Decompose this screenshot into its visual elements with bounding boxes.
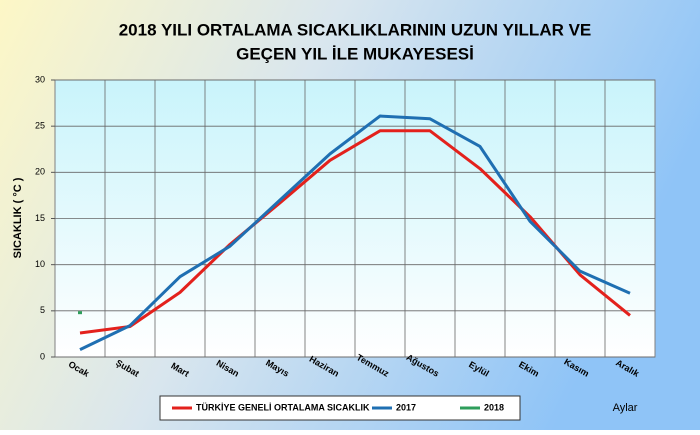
y-tick-label: 15 (35, 213, 45, 223)
series-line (79, 129, 631, 335)
legend-label: 2017 (396, 402, 416, 412)
y-tick-label: 30 (35, 74, 45, 84)
legend-label: 2018 (484, 402, 504, 412)
y-tick-label: 5 (40, 305, 45, 315)
legend-label: TÜRKİYE GENELİ ORTALAMA SICAKLIK (196, 402, 370, 412)
y-tick-label: 25 (35, 121, 45, 131)
x-axis-label: Aylar (613, 402, 638, 414)
y-tick-label: 20 (35, 167, 45, 177)
series-line (79, 114, 631, 351)
y-axis-label: SICAKLIK ( °C ) (12, 177, 24, 258)
chart-title: 2018 YILI ORTALAMA SICAKLIKLARININ UZUN … (119, 20, 592, 39)
chart-title: GEÇEN YIL İLE MUKAYESESİ (236, 44, 474, 63)
y-tick-label: 0 (40, 351, 45, 361)
y-tick-label: 10 (35, 259, 45, 269)
